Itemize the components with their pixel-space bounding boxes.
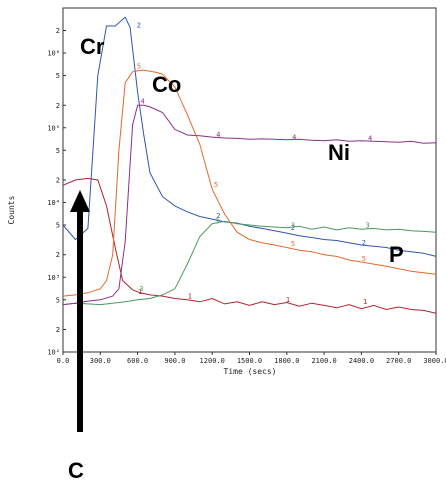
series-3-marker: 3 <box>291 222 295 230</box>
x-tick-label: 1500.0 <box>237 357 262 365</box>
series-2-marker: 2 <box>137 21 141 29</box>
x-tick-label: 1800.0 <box>274 357 299 365</box>
series-5-marker: 5 <box>291 240 295 248</box>
series-2-marker: 2 <box>291 224 295 232</box>
annotation-cr: Cr <box>80 34 105 59</box>
plot-frame <box>62 7 437 353</box>
series-3-marker: 3 <box>215 218 219 226</box>
plot-border <box>62 7 437 353</box>
y-tick-label: 10⁴ <box>47 199 60 207</box>
x-tick-label: 2100.0 <box>311 357 336 365</box>
series-4-marker: 4 <box>140 98 144 106</box>
series-2-line <box>62 16 437 257</box>
x-tick-label: 1200.0 <box>200 357 225 365</box>
series-5-marker: 5 <box>214 181 218 189</box>
y-tick-label: 2 <box>56 177 60 185</box>
series-1-line <box>62 177 437 314</box>
x-tick-label: 600.0 <box>127 357 148 365</box>
x-axis-ticks: 0.0 300.0 600.0 900.0 1200.0 1500.0 1800.0 2100… <box>57 352 446 365</box>
y-tick-label: 5 <box>56 296 60 304</box>
annotation-ni: Ni <box>328 140 350 165</box>
x-axis-label: Time (secs) <box>224 367 277 376</box>
y-tick-label: 10⁶ <box>47 50 60 58</box>
x-tick-label: 3000.0 <box>423 357 446 365</box>
y-tick-label: 5 <box>56 222 60 230</box>
series-2-marker: 2 <box>362 239 366 247</box>
y-tick-label: 2 <box>56 102 60 110</box>
series-1-marker: 1 <box>363 298 367 306</box>
arrow-annotation <box>70 190 90 432</box>
x-tick-label: 2700.0 <box>386 357 411 365</box>
y-tick-label: 10⁵ <box>47 124 60 132</box>
series-1-marker: 1 <box>188 292 192 300</box>
annotation-co: Co <box>152 72 181 97</box>
series-5-marker: 5 <box>362 255 366 263</box>
y-tick-label: 10² <box>47 349 60 357</box>
y-tick-label: 10³ <box>47 274 60 282</box>
series-4-marker: 4 <box>216 131 220 139</box>
series-5-marker: 5 <box>137 63 141 71</box>
x-tick-label: 900.0 <box>164 357 185 365</box>
series-5-line <box>62 69 437 297</box>
series-2-marker: 2 <box>216 212 220 220</box>
series-4-marker: 4 <box>292 133 296 141</box>
series-1-marker: 1 <box>286 296 290 304</box>
y-axis-ticks: 10² 2 5 10³ 2 5 10⁴ 2 5 10⁵ 2 5 10⁶ 2 <box>47 27 66 357</box>
annotation-p: P <box>389 242 404 267</box>
series-3-marker: 3 <box>366 222 370 230</box>
y-tick-label: 2 <box>56 251 60 259</box>
annotation-c: C <box>68 458 84 483</box>
x-tick-label: 0.0 <box>57 357 70 365</box>
y-tick-label: 2 <box>56 326 60 334</box>
series-lines <box>62 16 437 314</box>
y-axis-label: Counts <box>7 195 16 224</box>
series-4-line <box>62 104 437 306</box>
y-tick-label: 5 <box>56 72 60 80</box>
series-3-line <box>62 220 437 306</box>
y-tick-label: 2 <box>56 27 60 35</box>
series-1-marker: 1 <box>138 288 142 296</box>
series-3-marker: 3 <box>139 285 143 293</box>
series-4-marker: 4 <box>368 134 372 142</box>
x-tick-label: 300.0 <box>90 357 111 365</box>
y-tick-label: 5 <box>56 147 60 155</box>
x-tick-label: 2400.0 <box>349 357 374 365</box>
